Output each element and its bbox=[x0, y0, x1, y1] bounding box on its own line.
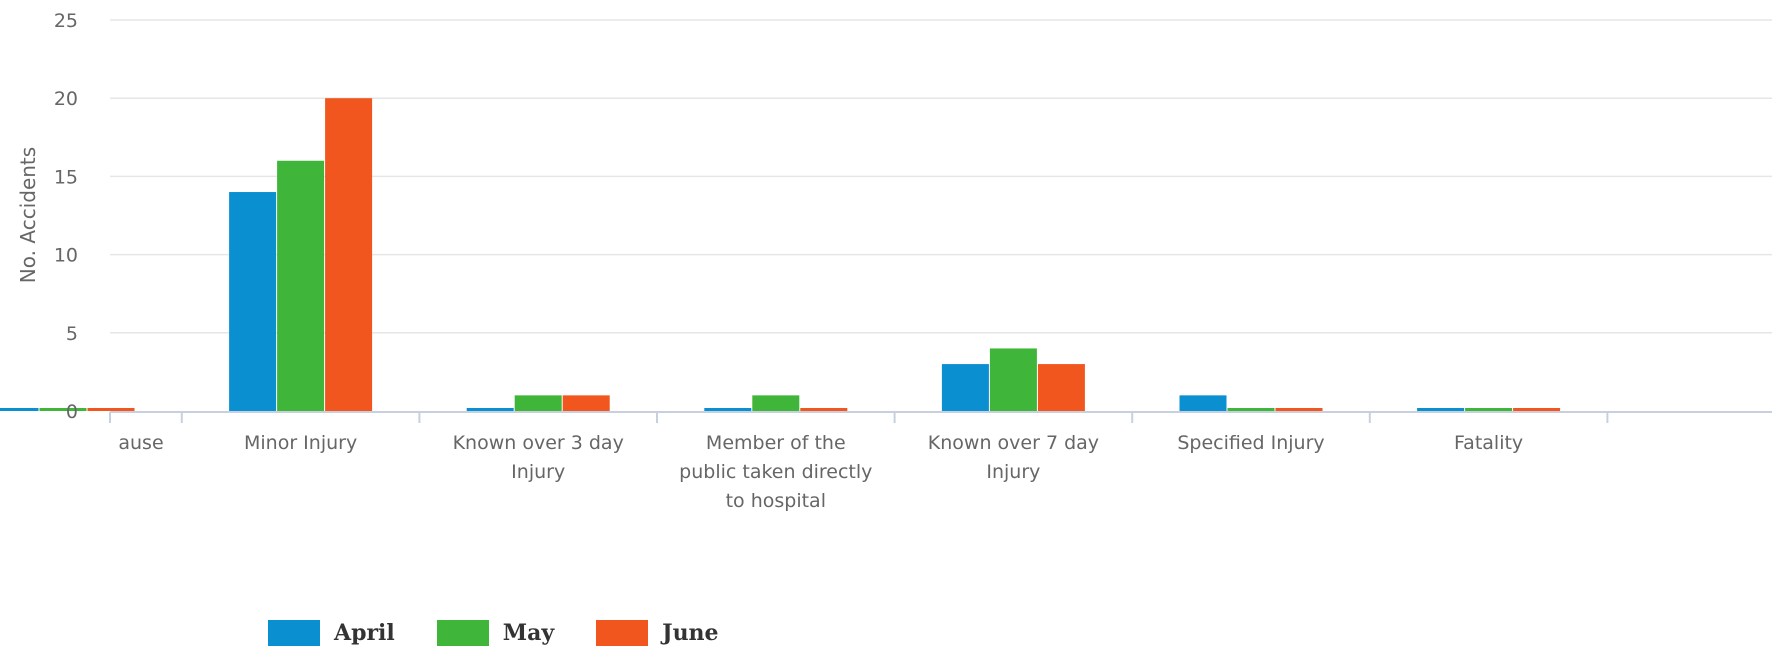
bar-april-4[interactable] bbox=[941, 364, 989, 411]
legend-swatch-may bbox=[436, 620, 489, 646]
y-tick-label-0: 0 bbox=[66, 401, 78, 423]
bar-june-2[interactable] bbox=[562, 395, 610, 411]
x-axis bbox=[109, 411, 1772, 423]
x-tick-label-1: Minor Injury bbox=[244, 432, 357, 454]
bar-april-1[interactable] bbox=[229, 192, 277, 411]
y-axis-ticks: 0 5 10 15 20 25 bbox=[54, 10, 78, 423]
legend-label-april: April bbox=[334, 620, 395, 646]
bar-june-0[interactable] bbox=[87, 408, 135, 411]
grid-lines bbox=[110, 19, 1772, 334]
x-tick-label-6: Fatality bbox=[1454, 432, 1523, 454]
y-tick-label-5: 5 bbox=[66, 323, 78, 345]
y-axis-title: No. Accidents bbox=[16, 147, 40, 283]
bar-april-0[interactable] bbox=[0, 408, 39, 411]
bar-may-6[interactable] bbox=[1465, 408, 1513, 411]
bar-april-3[interactable] bbox=[704, 408, 752, 411]
legend-item-april[interactable]: April bbox=[268, 620, 395, 646]
legend-item-may[interactable]: May bbox=[436, 620, 555, 646]
y-tick-label-10: 10 bbox=[54, 245, 78, 267]
bar-june-5[interactable] bbox=[1275, 408, 1323, 411]
bar-april-2[interactable] bbox=[466, 408, 514, 411]
legend-swatch-june bbox=[596, 620, 649, 646]
x-tick-label-3: Member of the public taken directly to hos… bbox=[679, 432, 872, 512]
bar-may-2[interactable] bbox=[514, 395, 562, 411]
legend-label-may: May bbox=[502, 620, 555, 646]
y-tick-label-20: 20 bbox=[54, 88, 78, 110]
bars bbox=[0, 98, 1561, 411]
bar-june-1[interactable] bbox=[325, 98, 373, 411]
bar-april-5[interactable] bbox=[1179, 395, 1227, 411]
bar-may-1[interactable] bbox=[277, 160, 325, 411]
x-tick-label-4: Known over 7 day Injury bbox=[928, 432, 1099, 483]
bar-june-4[interactable] bbox=[1037, 364, 1085, 411]
bar-june-3[interactable] bbox=[800, 408, 848, 411]
bar-may-4[interactable] bbox=[989, 348, 1037, 411]
bar-may-3[interactable] bbox=[752, 395, 800, 411]
bar-april-6[interactable] bbox=[1417, 408, 1465, 411]
category-labels: ause Minor Injury Known over 3 day Injury Me… bbox=[118, 432, 1523, 512]
legend: April May June bbox=[268, 620, 761, 646]
legend-label-june: June bbox=[662, 620, 719, 646]
legend-swatch-april bbox=[268, 620, 320, 646]
legend-item-june[interactable]: June bbox=[596, 620, 719, 646]
x-tick-label-0: ause bbox=[118, 432, 163, 454]
y-tick-label-15: 15 bbox=[54, 166, 78, 188]
bar-may-0[interactable] bbox=[39, 408, 87, 411]
x-tick-label-2: Known over 3 day Injury bbox=[453, 432, 624, 483]
bar-may-5[interactable] bbox=[1227, 408, 1275, 411]
bar-june-6[interactable] bbox=[1513, 408, 1561, 411]
x-tick-label-5: Specified Injury bbox=[1177, 432, 1324, 454]
y-tick-label-25: 25 bbox=[54, 10, 78, 32]
